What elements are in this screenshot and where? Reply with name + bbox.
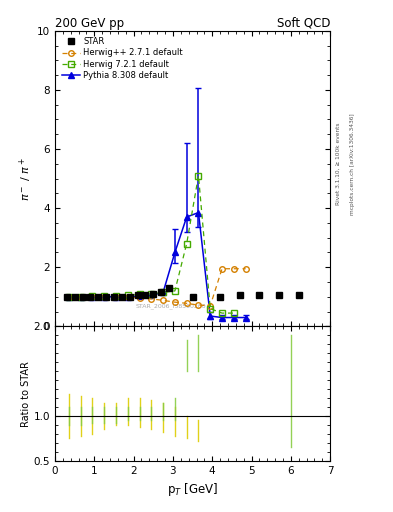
Legend: STAR, Herwig++ 2.7.1 default, Herwig 7.2.1 default, Pythia 8.308 default: STAR, Herwig++ 2.7.1 default, Herwig 7.2… xyxy=(59,35,185,82)
Text: Rivet 3.1.10, ≥ 100k events: Rivet 3.1.10, ≥ 100k events xyxy=(336,122,341,205)
Text: Soft QCD: Soft QCD xyxy=(277,16,330,30)
X-axis label: p$_T$ [GeV]: p$_T$ [GeV] xyxy=(167,481,218,498)
Text: 200 GeV pp: 200 GeV pp xyxy=(55,16,124,30)
Text: mcplots.cern.ch [arXiv:1306.3436]: mcplots.cern.ch [arXiv:1306.3436] xyxy=(350,113,355,215)
Text: STAR_2006_I58500200: STAR_2006_I58500200 xyxy=(135,303,206,309)
Y-axis label: Ratio to STAR: Ratio to STAR xyxy=(21,360,31,426)
Y-axis label: $\pi^-$ / $\pi^+$: $\pi^-$ / $\pi^+$ xyxy=(18,157,34,201)
